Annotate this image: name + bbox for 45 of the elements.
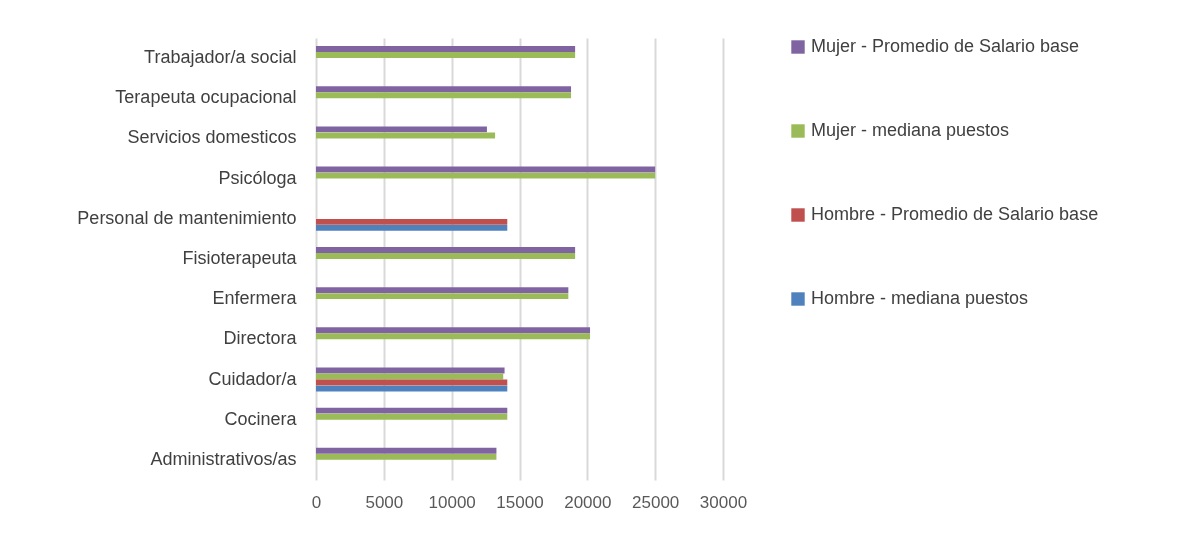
y-tick-label: Administrativos/as: [150, 448, 297, 469]
bar: [316, 293, 569, 300]
bar: [316, 367, 505, 374]
bar: [316, 172, 656, 179]
bar: [316, 46, 576, 52]
legend-label: Hombre - mediana puestos: [811, 288, 1029, 308]
bar: [316, 132, 496, 139]
bar: [316, 253, 576, 259]
legend-label: Hombre - Promedio de Salario base: [811, 204, 1099, 224]
bar: [316, 218, 508, 225]
bar: [316, 407, 508, 414]
bar: [316, 413, 508, 420]
x-tick-label: 5000: [365, 492, 404, 512]
y-tick-label: Personal de mantenimiento: [77, 207, 297, 228]
bar: [316, 86, 572, 93]
x-tick-label: 20000: [564, 492, 612, 512]
x-tick-label: 0: [311, 492, 322, 512]
y-tick-label: Psicóloga: [218, 167, 298, 188]
x-tick-label: 30000: [699, 492, 748, 512]
bar: [316, 333, 591, 340]
x-tick-label: 25000: [632, 492, 680, 512]
y-tick-label: Fisioterapeuta: [182, 248, 298, 268]
y-tick-label: Trabajador/a social: [144, 47, 297, 68]
bar: [316, 166, 656, 173]
bar: [316, 385, 508, 392]
x-tick-label: 15000: [496, 492, 544, 512]
x-tick-label: 10000: [428, 492, 476, 512]
bar: [316, 52, 576, 59]
y-tick-label: Cuidador/a: [208, 368, 298, 389]
y-tick-label: Terapeuta ocupacional: [115, 87, 297, 108]
bar: [316, 447, 497, 454]
bar: [316, 453, 497, 460]
bar: [316, 327, 591, 334]
bar: [316, 246, 576, 253]
bar: [316, 287, 569, 294]
y-tick-label: Servicios domesticos: [127, 127, 297, 148]
legend-label: Mujer - mediana puestos: [811, 120, 1010, 140]
y-tick-label: Cocinera: [224, 408, 298, 429]
bar: [316, 126, 487, 133]
bar: [316, 92, 572, 99]
bar: [316, 379, 508, 386]
y-tick-label: Enfermera: [212, 288, 298, 309]
y-tick-label: Directora: [223, 328, 298, 349]
legend-label: Mujer - Promedio de Salario base: [811, 36, 1080, 56]
bar: [316, 224, 508, 231]
